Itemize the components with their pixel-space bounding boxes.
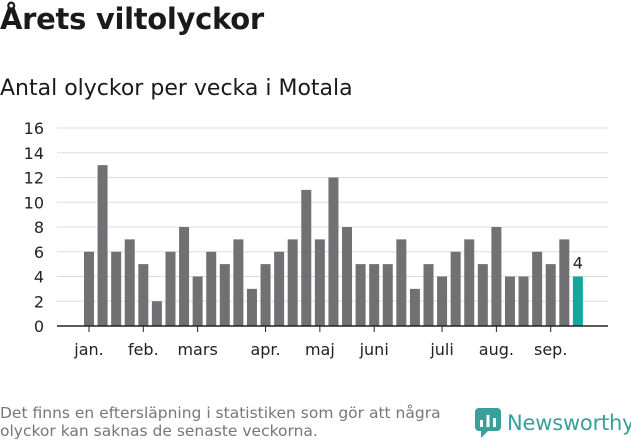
bar-chart: 0 2 4 6 8 10 12 14 16 4 jan. feb. mars apr. maj juni jul… bbox=[24, 119, 608, 359]
bar bbox=[179, 227, 190, 326]
bar bbox=[246, 288, 257, 326]
x-tick-label: juni bbox=[359, 340, 389, 359]
y-tick-label: 12 bbox=[24, 169, 44, 188]
bar bbox=[287, 239, 298, 326]
bar bbox=[437, 276, 448, 326]
bar bbox=[450, 251, 461, 326]
bar bbox=[219, 264, 230, 326]
bar bbox=[165, 251, 176, 326]
y-tick-label: 14 bbox=[24, 144, 44, 163]
x-tick-label: mars bbox=[177, 340, 217, 359]
bar bbox=[97, 165, 108, 326]
bar bbox=[111, 251, 122, 326]
bar bbox=[192, 276, 203, 326]
brand[interactable]: Newsworthy bbox=[475, 407, 631, 439]
y-tick-label: 16 bbox=[24, 119, 44, 138]
bar bbox=[233, 239, 244, 326]
bar-highlight bbox=[572, 276, 583, 326]
bar bbox=[559, 239, 570, 326]
bar bbox=[464, 239, 475, 326]
y-tick-label: 10 bbox=[24, 193, 44, 212]
bar bbox=[477, 264, 488, 326]
bar bbox=[504, 276, 515, 326]
y-tick-label: 6 bbox=[34, 243, 44, 262]
bar bbox=[138, 264, 149, 326]
bar bbox=[491, 227, 502, 326]
bar bbox=[518, 276, 529, 326]
footnote: Det finns en eftersläpning i statistiken… bbox=[0, 404, 441, 440]
bar bbox=[423, 264, 434, 326]
bar bbox=[328, 177, 339, 326]
newsworthy-logo-icon bbox=[475, 408, 501, 438]
x-tick-label: jan. bbox=[73, 340, 103, 359]
y-tick-label: 2 bbox=[34, 292, 44, 311]
bar bbox=[151, 301, 162, 326]
bar bbox=[124, 239, 135, 326]
brand-name: Newsworthy bbox=[507, 411, 631, 435]
x-tick-label: feb. bbox=[128, 340, 159, 359]
bar bbox=[532, 251, 543, 326]
bar bbox=[355, 264, 366, 326]
x-tick-label: juli bbox=[429, 340, 453, 359]
bar bbox=[396, 239, 407, 326]
bar bbox=[409, 288, 420, 326]
bar bbox=[206, 251, 217, 326]
y-tick-label: 0 bbox=[34, 317, 44, 336]
x-tick-label: aug. bbox=[479, 340, 514, 359]
bar bbox=[342, 227, 353, 326]
x-tick-label: apr. bbox=[250, 340, 280, 359]
bar bbox=[260, 264, 271, 326]
chart-subtitle: Antal olyckor per vecka i Motala bbox=[0, 76, 353, 101]
bar bbox=[301, 189, 312, 326]
x-tick-label: sep. bbox=[534, 340, 567, 359]
y-tick-label: 4 bbox=[34, 268, 44, 287]
bar bbox=[84, 251, 94, 326]
x-tick-label: maj bbox=[305, 340, 335, 359]
data-label: 4 bbox=[573, 254, 583, 273]
chart-title: Årets viltolyckor bbox=[0, 2, 264, 36]
bar bbox=[382, 264, 393, 326]
bar bbox=[369, 264, 380, 326]
bar bbox=[274, 251, 285, 326]
bar bbox=[314, 239, 325, 326]
y-tick-label: 8 bbox=[34, 218, 44, 237]
bar bbox=[545, 264, 556, 326]
